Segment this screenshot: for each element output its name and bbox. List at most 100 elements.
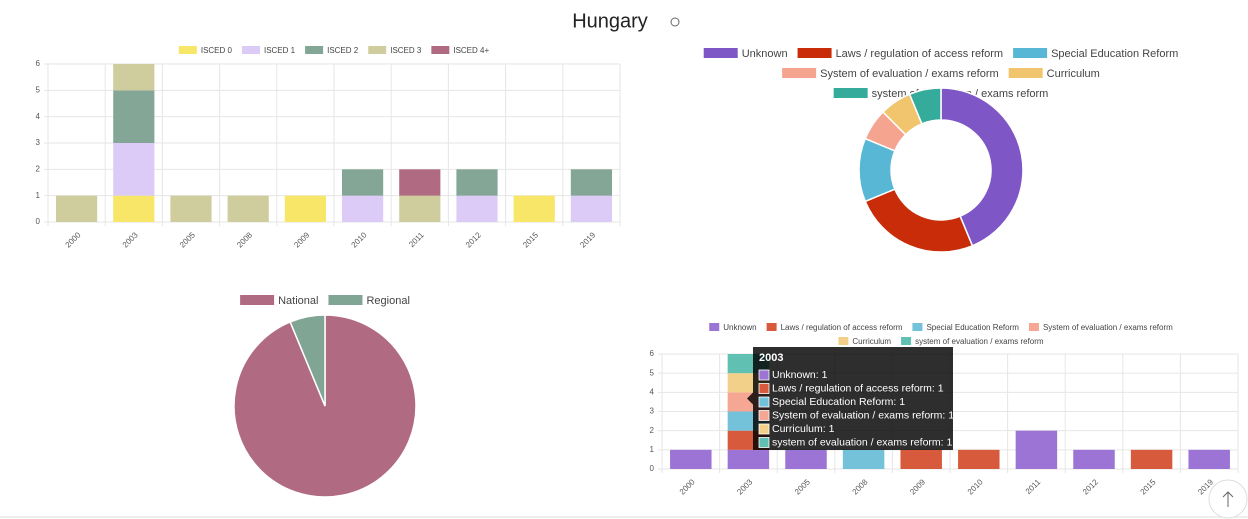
legend-label: Unknown bbox=[742, 48, 788, 60]
bar-segment bbox=[900, 449, 942, 469]
legend-label: Laws / regulation of access reform bbox=[836, 48, 1004, 60]
bar-segment bbox=[284, 195, 326, 222]
bar-segment bbox=[399, 195, 441, 222]
tooltip-swatch bbox=[758, 369, 770, 381]
info-icon[interactable] bbox=[670, 17, 680, 27]
x-tick-label: 2003 bbox=[735, 477, 754, 496]
x-tick-label: 2012 bbox=[464, 230, 483, 249]
tooltip-swatch bbox=[758, 396, 770, 408]
x-tick-label: 2011 bbox=[407, 230, 426, 249]
legend-swatch bbox=[703, 48, 738, 58]
x-tick-label: 2011 bbox=[1024, 477, 1043, 496]
legend-item: ISCED 1 bbox=[241, 46, 296, 55]
y-tick-label: 3 bbox=[36, 138, 41, 147]
x-tick-label: 2012 bbox=[1081, 477, 1100, 496]
tooltip-swatch bbox=[758, 410, 770, 421]
legend-label: Laws / regulation of access reform bbox=[781, 323, 903, 332]
x-tick-label: 2015 bbox=[521, 230, 540, 249]
legend-item: system of evaluation / exams reform bbox=[901, 337, 1044, 346]
legend-item: National bbox=[240, 295, 318, 307]
pie-slice bbox=[289, 314, 326, 407]
x-tick-label: 2015 bbox=[1139, 477, 1158, 496]
x-tick-label: 2000 bbox=[64, 230, 83, 249]
legend-swatch bbox=[709, 323, 720, 331]
legend-label: Special Education Reform bbox=[1051, 48, 1178, 60]
x-tick-label: 2005 bbox=[793, 477, 812, 496]
legend-swatch bbox=[833, 88, 868, 98]
legend-swatch bbox=[797, 48, 832, 58]
legend-item: System of evaluation / exams reform bbox=[782, 68, 999, 80]
legend-item: Laws / regulation of access reform bbox=[797, 48, 1004, 60]
bar-segment bbox=[113, 64, 155, 91]
x-tick-label: 2009 bbox=[292, 230, 311, 249]
legend-label: ISCED 2 bbox=[327, 46, 359, 55]
legend-label: system of evaluation / exams reform bbox=[915, 337, 1044, 346]
bar-segment bbox=[170, 195, 212, 222]
x-tick-label: 2010 bbox=[966, 477, 985, 496]
bar-segment bbox=[342, 195, 384, 222]
bar-segment bbox=[727, 449, 770, 469]
legend-item: ISCED 0 bbox=[178, 46, 233, 55]
legend-item: Curriculum bbox=[838, 337, 891, 346]
y-tick-label: 0 bbox=[650, 464, 655, 473]
legend-swatch bbox=[838, 337, 849, 345]
legend-item: Special Education Reform bbox=[912, 323, 1019, 332]
legend-swatch bbox=[1008, 68, 1043, 78]
legend-label: Regional bbox=[366, 295, 409, 307]
legend-label: ISCED 1 bbox=[264, 46, 296, 55]
tooltip-swatch bbox=[758, 383, 770, 394]
bar-segment bbox=[113, 195, 155, 222]
legend-label: ISCED 3 bbox=[390, 46, 422, 55]
bar-segment bbox=[1188, 449, 1230, 469]
bar-segment bbox=[56, 195, 98, 222]
legend-label: Curriculum bbox=[852, 337, 891, 346]
tooltip-swatch bbox=[758, 437, 770, 448]
tooltip-line: Curriculum: 1 bbox=[772, 423, 835, 435]
y-tick-label: 6 bbox=[36, 59, 41, 68]
y-tick-label: 2 bbox=[650, 426, 655, 435]
y-tick-label: 0 bbox=[36, 217, 41, 226]
legend-label: Curriculum bbox=[1047, 68, 1100, 80]
x-tick-label: 2000 bbox=[678, 477, 697, 496]
bar-segment bbox=[227, 195, 269, 222]
tooltip-line: Special Education Reform: 1 bbox=[772, 396, 905, 408]
x-tick-label: 2003 bbox=[121, 230, 140, 249]
bar-segment bbox=[570, 195, 612, 222]
x-tick-label: 2009 bbox=[908, 477, 927, 496]
legend-swatch bbox=[328, 295, 363, 305]
bar-segment bbox=[113, 143, 155, 196]
y-tick-label: 6 bbox=[650, 349, 655, 358]
page-title: Hungary bbox=[572, 10, 648, 32]
legend-label: System of evaluation / exams reform bbox=[1043, 323, 1173, 332]
legend-item: Unknown bbox=[703, 48, 788, 60]
y-tick-label: 5 bbox=[36, 85, 41, 94]
bar-segment bbox=[456, 169, 498, 196]
pie-slice bbox=[864, 188, 974, 253]
x-tick-label: 2005 bbox=[178, 230, 197, 249]
legend-swatch bbox=[782, 68, 817, 78]
tooltip-line: Laws / regulation of access reform: 1 bbox=[772, 382, 944, 394]
legend-swatch bbox=[766, 323, 777, 331]
legend-label: Special Education Reform bbox=[926, 323, 1019, 332]
legend-item: ISCED 3 bbox=[368, 46, 422, 55]
pie-slice bbox=[908, 87, 942, 125]
y-tick-label: 2 bbox=[36, 164, 41, 173]
legend-item: Laws / regulation of access reform bbox=[766, 323, 903, 332]
legend-swatch bbox=[368, 46, 387, 54]
bar-segment bbox=[570, 169, 612, 196]
legend-item: Special Education Reform bbox=[1013, 48, 1178, 60]
legend-label: Unknown bbox=[723, 323, 756, 332]
tooltip-swatch bbox=[758, 423, 770, 435]
pie-slice bbox=[940, 87, 1024, 247]
bar-segment bbox=[785, 449, 827, 469]
legend-swatch bbox=[178, 46, 197, 54]
bar-segment bbox=[456, 195, 498, 222]
scroll-top-arrow bbox=[1222, 491, 1234, 507]
legend-label: System of evaluation / exams reform bbox=[820, 68, 999, 80]
bar-segment bbox=[670, 449, 712, 469]
bar-segment bbox=[842, 449, 885, 469]
bar-segment bbox=[399, 169, 441, 196]
legend-swatch bbox=[240, 295, 275, 305]
y-tick-label: 1 bbox=[36, 191, 41, 200]
